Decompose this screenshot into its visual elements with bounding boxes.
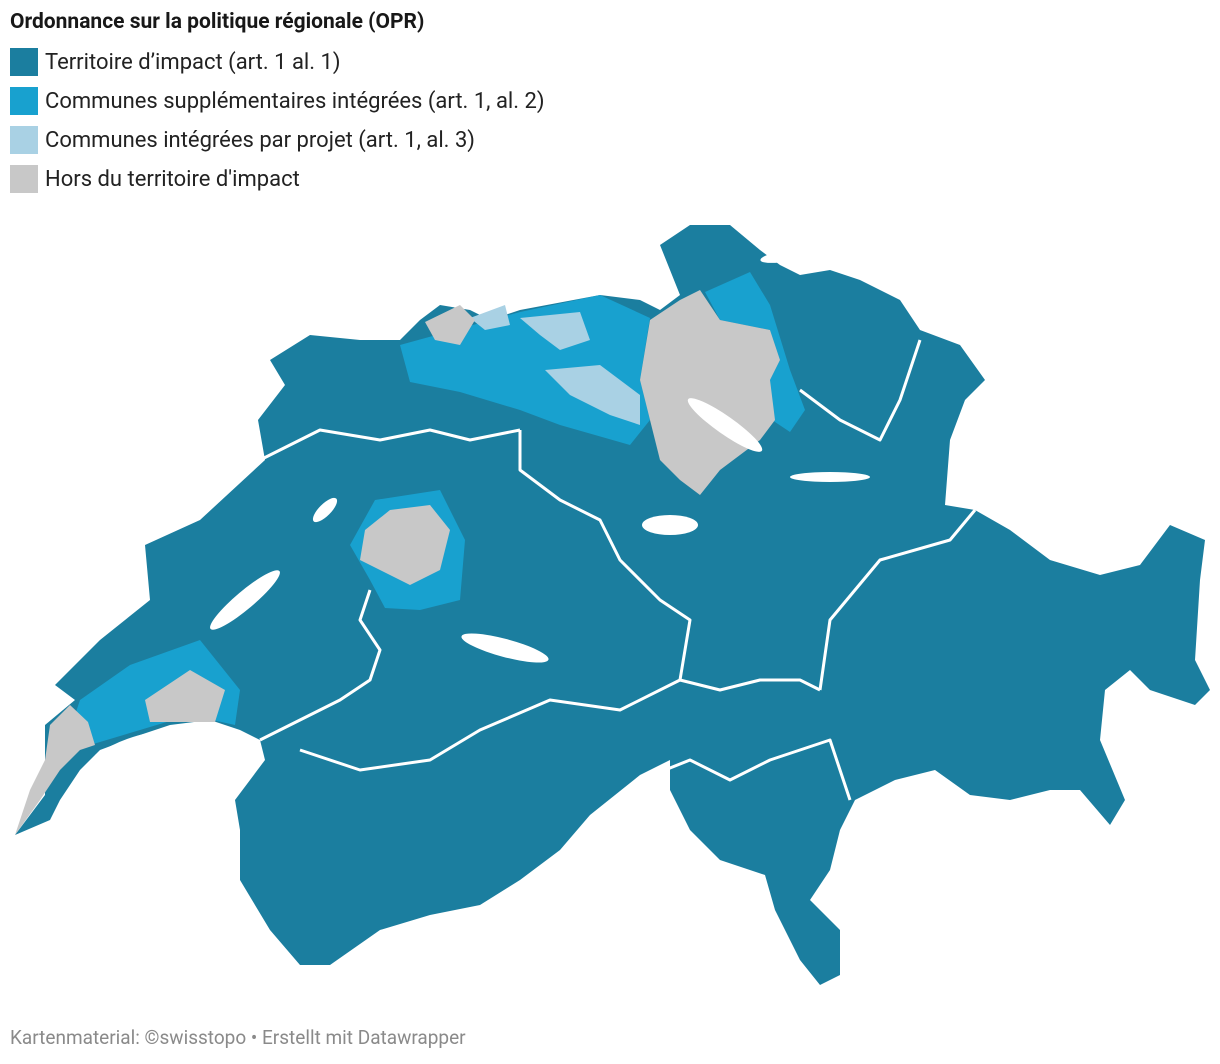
outside-territory — [360, 505, 450, 585]
lake — [461, 633, 549, 663]
additional-communes — [705, 272, 805, 432]
legend-item: Communes supplémentaires intégrées (art.… — [10, 87, 545, 115]
canton-border — [818, 509, 977, 691]
legend-item: Communes intégrées par projet (art. 1, a… — [10, 126, 545, 154]
legend-item: Hors du territoire d'impact — [10, 165, 545, 193]
legend-item: Territoire d’impact (art. 1 al. 1) — [10, 48, 545, 76]
canton-borders — [259, 339, 977, 801]
lake — [642, 515, 698, 535]
additional-communes — [70, 640, 240, 745]
lake — [210, 570, 280, 630]
lake — [312, 497, 338, 523]
legend: Territoire d’impact (art. 1 al. 1) Commun… — [10, 48, 545, 204]
lake — [687, 398, 763, 452]
legend-label: Territoire d’impact (art. 1 al. 1) — [45, 49, 341, 75]
legend-swatch — [10, 126, 38, 154]
canton-border — [518, 430, 692, 681]
canton-border — [799, 339, 922, 442]
legend-swatch — [10, 48, 38, 76]
lake — [95, 730, 246, 770]
legend-label: Communes intégrées par projet (art. 1, a… — [45, 127, 475, 153]
project-communes — [470, 305, 510, 330]
legend-label: Hors du territoire d'impact — [45, 166, 300, 192]
legend-swatch — [10, 87, 38, 115]
lakes — [95, 247, 870, 770]
canton-border — [639, 738, 852, 801]
outside-territory — [145, 670, 225, 722]
project-communes — [545, 365, 640, 425]
map-title: Ordonnance sur la politique régionale (O… — [10, 10, 425, 34]
impact-territory — [15, 225, 1210, 985]
lake — [790, 472, 870, 482]
canton-border — [259, 428, 521, 462]
lake — [760, 247, 820, 263]
legend-label: Communes supplémentaires intégrées (art.… — [45, 88, 545, 114]
legend-swatch — [10, 165, 38, 193]
canton-border — [299, 678, 821, 772]
outside-territory — [425, 305, 475, 345]
project-communes — [520, 312, 590, 350]
outside-territory — [15, 705, 95, 835]
canton-border — [259, 589, 382, 742]
footer: Kartenmaterial: ©swisstopo • Erstellt mi… — [10, 1026, 466, 1049]
